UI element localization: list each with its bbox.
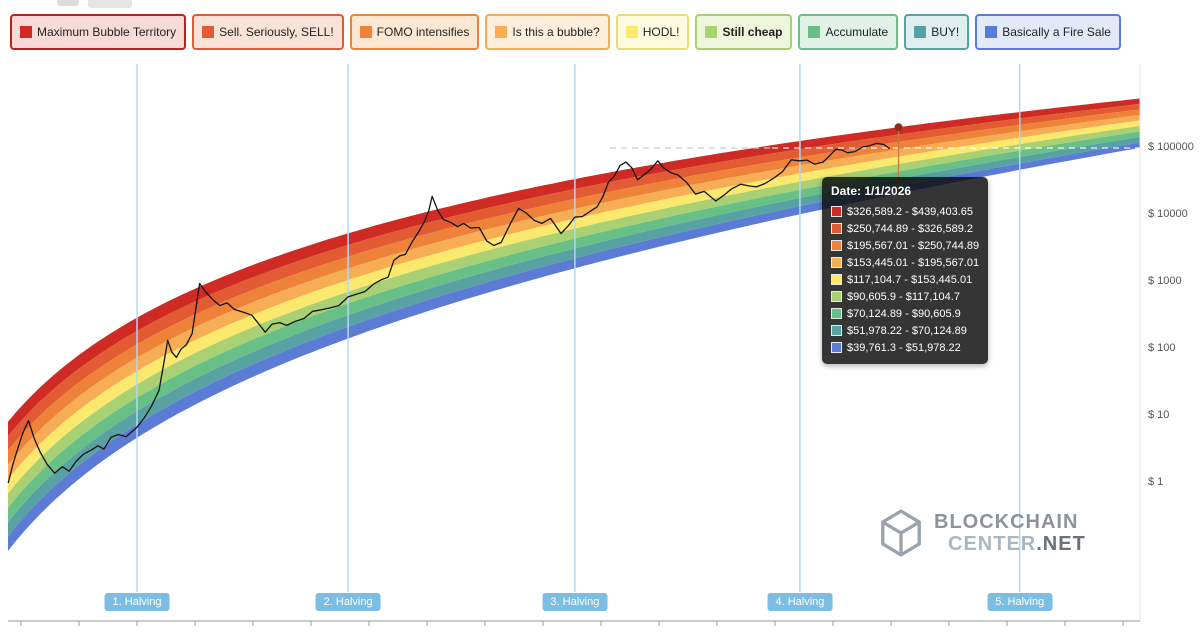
legend-swatch-icon <box>359 26 372 38</box>
tooltip-band-range-row: $117,104.7 - $153,445.01 <box>831 271 979 288</box>
tooltip-band-range-row: $70,124.89 - $90,605.9 <box>831 305 979 322</box>
legend-item-label: FOMO intensifies <box>376 25 470 39</box>
tooltip-band-swatch-icon <box>831 274 842 285</box>
tooltip-band-range-row: $195,567.01 - $250,744.89 <box>831 237 979 254</box>
band-legend-bar: Maximum Bubble Territory Sell. Seriously,… <box>10 14 1196 50</box>
legend-swatch-icon <box>20 26 32 38</box>
y-axis-label: $ 1 <box>1148 476 1164 488</box>
tooltip-band-range-row: $39,761.3 - $51,978.22 <box>831 339 979 356</box>
tooltip-band-swatch-icon <box>831 257 842 268</box>
legend-item-label: BUY! <box>931 25 960 39</box>
tooltip-band-swatch-icon <box>831 325 842 336</box>
blockchain-logo-icon <box>881 509 921 557</box>
legend-item-is-this-a-bubble[interactable]: Is this a bubble? <box>485 14 610 50</box>
tooltip-band-range-row: $51,978.22 - $70,124.89 <box>831 322 979 339</box>
y-axis-label: $ 100 <box>1148 342 1176 354</box>
y-axis-label: $ 10 <box>1148 409 1170 421</box>
legend-swatch-icon <box>625 26 638 38</box>
halving-badge-5: 5. Halving <box>987 593 1053 611</box>
tooltip-band-range: $250,744.89 - $326,589.2 <box>847 222 974 235</box>
tooltip-rows: $326,589.2 - $439,403.65 $250,744.89 - $3… <box>831 203 979 356</box>
legend-swatch-icon <box>202 26 215 38</box>
tooltip-date: Date: 1/1/2026 <box>831 184 912 198</box>
legend-swatch-icon <box>914 26 927 38</box>
tooltip-band-swatch-icon <box>831 308 842 319</box>
tooltip-band-range-row: $250,744.89 - $326,589.2 <box>831 220 979 237</box>
tooltip-band-range: $90,605.9 - $117,104.7 <box>847 290 960 303</box>
tooltip-band-swatch-icon <box>831 342 842 353</box>
tooltip-band-range-row: $153,445.01 - $195,567.01 <box>831 254 979 271</box>
y-axis-label: $ 100000 <box>1148 141 1194 153</box>
legend-swatch-icon <box>985 26 998 38</box>
watermark-line2: CENTER.NET <box>948 533 1086 555</box>
legend-item-label: Accumulate <box>825 25 889 39</box>
tooltip-band-swatch-icon <box>831 291 842 302</box>
legend-item-basically-a-fire-sale[interactable]: Basically a Fire Sale <box>975 14 1121 50</box>
legend-item-label: Sell. Seriously, SELL! <box>219 25 334 39</box>
legend-item-still-cheap[interactable]: Still cheap <box>695 14 793 50</box>
legend-swatch-icon <box>495 26 508 38</box>
watermark-center: CENTER <box>948 533 1037 555</box>
legend-item-label: Still cheap <box>722 25 783 39</box>
y-axis-label: $ 1000 <box>1148 275 1182 287</box>
legend-swatch-icon <box>705 26 718 38</box>
legend-item-sell-seriously-sell[interactable]: Sell. Seriously, SELL! <box>192 14 344 50</box>
tooltip-band-range: $326,589.2 - $439,403.65 <box>847 205 974 218</box>
legend-item-fomo-intensifies[interactable]: FOMO intensifies <box>349 14 480 50</box>
tooltip-band-range: $70,124.89 - $90,605.9 <box>847 307 961 320</box>
legend-swatch-icon <box>808 26 821 38</box>
tooltip-band-swatch-icon <box>831 223 842 234</box>
tooltip-band-range: $153,445.01 - $195,567.01 <box>847 256 980 269</box>
watermark-line1: BLOCKCHAIN <box>934 511 1079 533</box>
chart-tooltip: Date: 1/1/2026 $326,589.2 - $439,403.65 $… <box>822 177 989 364</box>
tooltip-band-swatch-icon <box>831 240 842 251</box>
legend-item-buy[interactable]: BUY! <box>904 14 970 50</box>
halving-badge-4: 4. Halving <box>767 593 833 611</box>
legend-item-hodl[interactable]: HODL! <box>615 14 690 50</box>
tooltip-band-range-row: $326,589.2 - $439,403.65 <box>831 203 979 220</box>
cropped-ui-fragment <box>88 0 132 8</box>
halving-badge-3: 3. Halving <box>542 593 608 611</box>
legend-item-label: Is this a bubble? <box>512 25 600 39</box>
tooltip-band-range: $39,761.3 - $51,978.22 <box>847 341 961 354</box>
legend-item-label: Basically a Fire Sale <box>1002 25 1111 39</box>
hover-marker-dot[interactable] <box>894 123 903 132</box>
cropped-ui-fragment <box>57 0 79 6</box>
tooltip-band-range-row: $90,605.9 - $117,104.7 <box>831 288 979 305</box>
halving-badge-1: 1. Halving <box>104 593 170 611</box>
tooltip-band-range: $117,104.7 - $153,445.01 <box>847 273 973 286</box>
legend-item-maximum-bubble-territory[interactable]: Maximum Bubble Territory <box>10 14 187 50</box>
legend-item-accumulate[interactable]: Accumulate <box>798 14 899 50</box>
tooltip-band-range: $51,978.22 - $70,124.89 <box>847 324 967 337</box>
y-axis-label: $ 10000 <box>1148 208 1188 220</box>
watermark-net: .NET <box>1036 533 1086 555</box>
tooltip-band-swatch-icon <box>831 206 842 217</box>
tooltip-band-range: $195,567.01 - $250,744.89 <box>847 239 980 252</box>
watermark-text: BLOCKCHAIN CENTER.NET <box>934 511 1086 555</box>
blockchaincenter-watermark: BLOCKCHAIN CENTER.NET <box>876 508 1086 558</box>
btc-price-line <box>7 142 891 484</box>
halving-badge-2: 2. Halving <box>315 593 381 611</box>
legend-item-label: HODL! <box>642 25 680 39</box>
legend-item-label: Maximum Bubble Territory <box>37 25 177 39</box>
